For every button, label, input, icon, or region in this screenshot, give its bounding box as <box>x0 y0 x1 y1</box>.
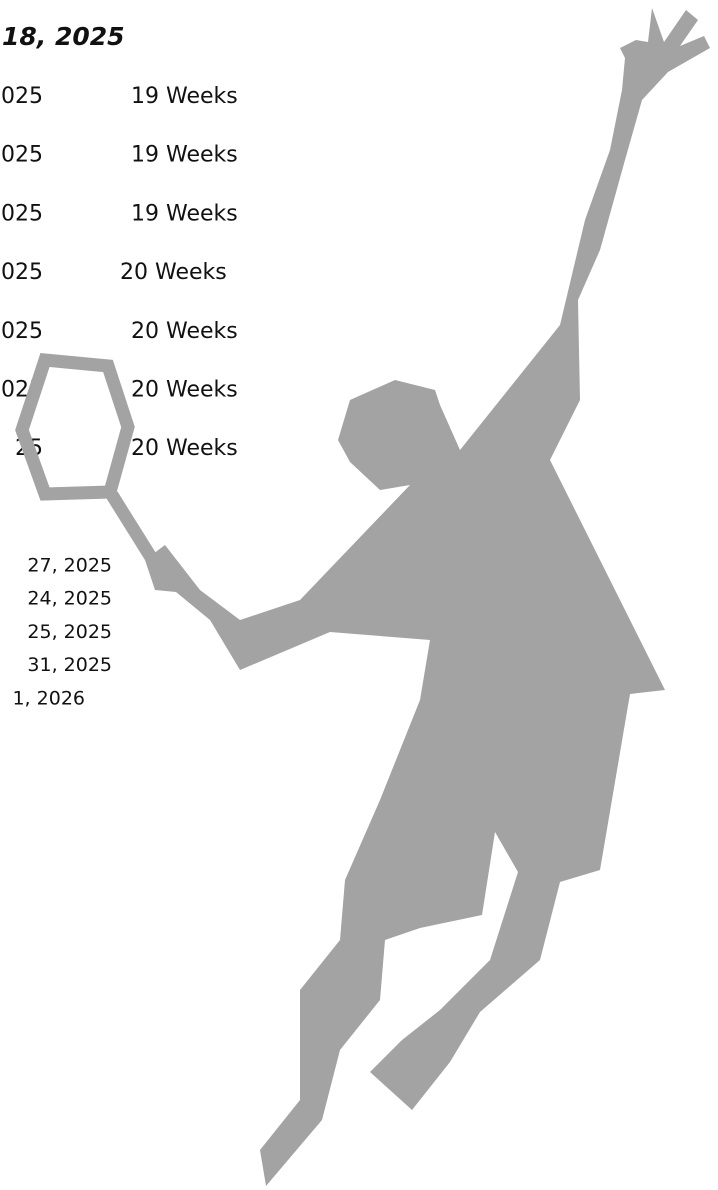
page: {"header": {"title": "18, 2025"}, "table… <box>0 0 718 1190</box>
row-duration: 20 Weeks <box>131 378 238 403</box>
row-date: 025 <box>1 260 43 285</box>
title: 18, 2025 <box>2 22 125 51</box>
row-duration: 20 Weeks <box>120 260 227 285</box>
date-line: 1, 2026 <box>12 687 85 709</box>
date-line: 31, 2025 <box>27 654 112 676</box>
row-date: 025 <box>1 84 43 109</box>
date-line: 24, 2025 <box>27 588 112 610</box>
tennis-silhouette <box>22 8 710 1186</box>
row-duration: 20 Weeks <box>131 319 238 344</box>
row-duration: 19 Weeks <box>131 143 238 168</box>
date-line: 27, 2025 <box>27 555 112 577</box>
row-date: 025 <box>1 143 43 168</box>
row-date: 025 <box>1 319 43 344</box>
row-duration: 20 Weeks <box>131 436 238 461</box>
row-date: 025 <box>1 201 43 226</box>
racket-frame <box>22 360 128 494</box>
player <box>145 8 710 1186</box>
row-duration: 19 Weeks <box>131 201 238 226</box>
row-duration: 19 Weeks <box>131 84 238 109</box>
document: 18, 2025 025 19 Weeks 025 19 Weeks 025 19 Wee… <box>0 0 718 1190</box>
date-line: 25, 2025 <box>27 621 112 643</box>
